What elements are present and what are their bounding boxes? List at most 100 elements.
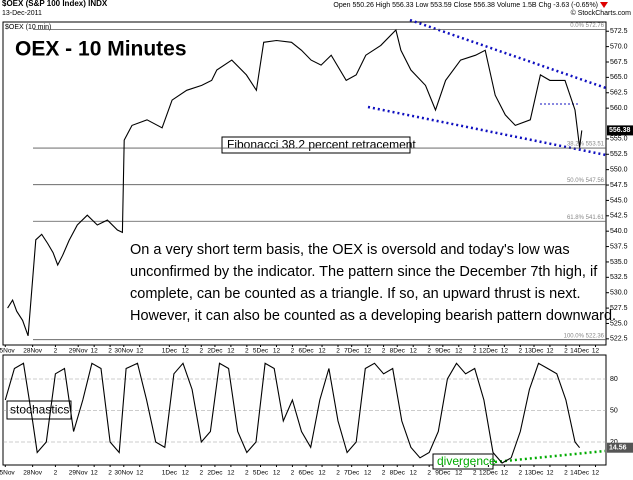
x-tick-label: 6Dec bbox=[299, 348, 315, 355]
y-tick-label: 560.0 bbox=[610, 105, 628, 112]
y-tick-label: 537.5 bbox=[610, 243, 628, 250]
date: 13-Dec-2011 bbox=[2, 10, 42, 17]
x-tick-label: 2 bbox=[382, 470, 386, 477]
commentary-line: unconfirmed by the indicator. The patter… bbox=[130, 264, 598, 280]
x-tick-label: 28Nov bbox=[23, 470, 43, 477]
x-tick-label: 12 bbox=[592, 470, 600, 477]
x-tick-label: 25Nov bbox=[0, 470, 15, 477]
x-tick-label: 12 bbox=[91, 470, 99, 477]
last-value: 14.56 bbox=[609, 445, 627, 452]
x-tick-label: 2 bbox=[199, 348, 203, 355]
x-tick-label: 2Dec bbox=[207, 470, 223, 477]
x-tick-label: 12Dec bbox=[479, 348, 499, 355]
x-tick-label: 6Dec bbox=[299, 470, 315, 477]
x-tick-label: 12 bbox=[501, 348, 509, 355]
y-tick-label: 542.5 bbox=[610, 213, 628, 220]
down-arrow bbox=[600, 2, 608, 8]
legend: $OEX (10 min) bbox=[5, 24, 51, 31]
y-tick-label: 525.0 bbox=[610, 320, 628, 327]
x-tick-label: 12 bbox=[501, 470, 509, 477]
x-tick-label: 1Dec bbox=[162, 470, 178, 477]
x-tick-label: 2 bbox=[291, 470, 295, 477]
source: © StockCharts.com bbox=[571, 9, 632, 17]
x-tick-label: 12 bbox=[318, 470, 326, 477]
x-tick-label: 12 bbox=[318, 348, 326, 355]
y-tick-label: 550.0 bbox=[610, 167, 628, 174]
x-tick-label: 12 bbox=[227, 470, 235, 477]
fib-label: 50.0% 547.56 bbox=[567, 178, 605, 184]
x-tick-label: 8Dec bbox=[390, 348, 406, 355]
x-tick-label: 2 bbox=[427, 348, 431, 355]
x-tick-label: 12 bbox=[273, 470, 281, 477]
x-tick-label: 2 bbox=[519, 470, 523, 477]
x-tick-label: 12 bbox=[592, 348, 600, 355]
last-value-box bbox=[607, 442, 633, 453]
series-line bbox=[7, 28, 583, 336]
x-tick-label: 30Nov bbox=[114, 348, 134, 355]
x-tick-label: 2 bbox=[473, 470, 477, 477]
commentary-line: complete, can be counted as a triangle. … bbox=[130, 286, 581, 302]
y-tick-label: 540.0 bbox=[610, 228, 628, 235]
divergence-label: divergence bbox=[437, 454, 496, 468]
x-tick-label: 12 bbox=[410, 348, 418, 355]
y-tick-label: 562.5 bbox=[610, 90, 628, 97]
x-tick-label: 14Dec bbox=[570, 348, 590, 355]
last-value-box bbox=[607, 125, 633, 136]
annotation: OEX - 10 Minutes bbox=[15, 38, 187, 61]
x-tick-label: 12 bbox=[546, 348, 554, 355]
x-tick-label: 12 bbox=[364, 470, 372, 477]
x-tick-label: 29Nov bbox=[69, 470, 89, 477]
x-tick-label: 2 bbox=[336, 470, 340, 477]
x-tick-label: 7Dec bbox=[344, 348, 360, 355]
x-tick-label: 9Dec bbox=[435, 470, 451, 477]
y-tick-label: 532.5 bbox=[610, 274, 628, 281]
y-tick-label: 50 bbox=[610, 407, 618, 414]
x-tick-label: 2Dec bbox=[207, 348, 223, 355]
x-tick-label: 12 bbox=[227, 348, 235, 355]
x-tick-label: 12 bbox=[136, 470, 144, 477]
price-panel bbox=[2, 21, 607, 346]
x-tick-label: 2 bbox=[108, 348, 112, 355]
fib-label: 100.0% 522.36 bbox=[564, 333, 605, 339]
x-tick-label: 12 bbox=[136, 348, 144, 355]
x-tick-label: 12 bbox=[182, 348, 190, 355]
x-tick-label: 2 bbox=[199, 470, 203, 477]
fib-label: 61.8% 541.61 bbox=[567, 215, 605, 221]
x-tick-label: 30Nov bbox=[114, 470, 134, 477]
fib-note: Fibonacci 38.2 percent retracement bbox=[227, 138, 416, 152]
x-tick-label: 7Dec bbox=[344, 470, 360, 477]
y-tick-label: 570.0 bbox=[610, 43, 628, 50]
x-tick-label: 2 bbox=[473, 348, 477, 355]
x-tick-label: 8Dec bbox=[390, 470, 406, 477]
fib-note-box bbox=[221, 136, 411, 154]
x-tick-label: 12 bbox=[455, 348, 463, 355]
x-tick-label: 1Dec bbox=[162, 348, 178, 355]
x-tick-label: 2 bbox=[427, 470, 431, 477]
x-tick-label: 2 bbox=[382, 348, 386, 355]
y-tick-label: 535.0 bbox=[610, 259, 628, 266]
x-tick-label: 25Nov bbox=[0, 348, 15, 355]
y-tick-label: 20 bbox=[610, 439, 618, 446]
fib-label: 0.0% 572.76 bbox=[570, 23, 604, 29]
y-tick-label: 545.0 bbox=[610, 197, 628, 204]
x-tick-label: 12 bbox=[273, 348, 281, 355]
stochastics-panel bbox=[2, 354, 607, 466]
y-tick-label: 552.5 bbox=[610, 151, 628, 158]
x-tick-label: 2 bbox=[564, 470, 568, 477]
lower-trendline bbox=[367, 105, 607, 157]
x-tick-label: 2 bbox=[291, 348, 295, 355]
x-tick-label: 2 bbox=[519, 348, 523, 355]
y-tick-label: 567.5 bbox=[610, 59, 628, 66]
x-tick-label: 2 bbox=[245, 470, 249, 477]
y-tick-label: 530.0 bbox=[610, 290, 628, 297]
x-tick-label: 12 bbox=[364, 348, 372, 355]
x-tick-label: 5Dec bbox=[253, 348, 269, 355]
x-tick-label: 13Dec bbox=[525, 348, 545, 355]
commentary: On a very short term basis, the OEX is o… bbox=[130, 242, 616, 324]
y-tick-label: 80 bbox=[610, 376, 618, 383]
y-tick-label: 522.5 bbox=[610, 336, 628, 343]
x-tick-label: 29Nov bbox=[69, 348, 89, 355]
x-tick-label: 9Dec bbox=[435, 348, 451, 355]
x-tick-label: 5Dec bbox=[253, 470, 269, 477]
